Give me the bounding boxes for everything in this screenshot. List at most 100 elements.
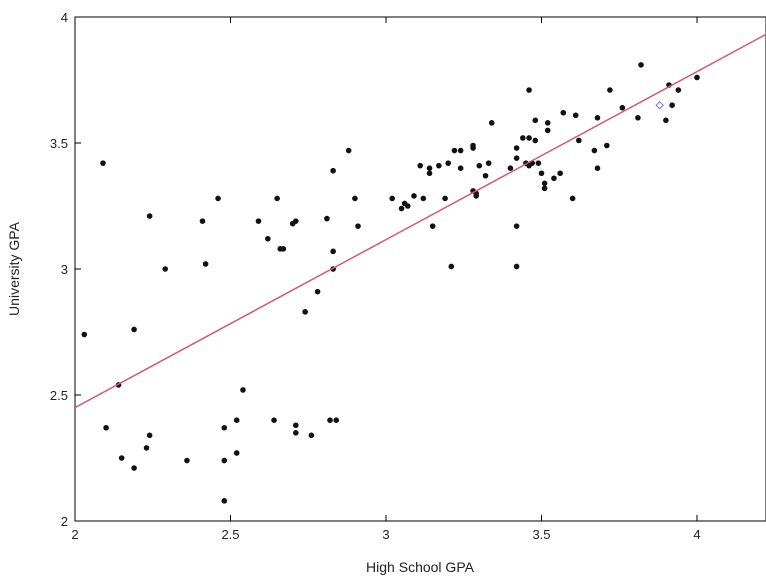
data-point: [663, 117, 669, 124]
data-point: [457, 165, 464, 171]
y-tick-label: 3.5: [50, 136, 68, 151]
data-point: [333, 417, 340, 424]
data-point: [669, 102, 675, 108]
data-point: [526, 87, 532, 93]
x-axis-label: High School GPA: [366, 559, 475, 575]
data-point: [202, 261, 209, 267]
data-point: [308, 432, 315, 439]
data-point: [131, 326, 137, 333]
data-point: [448, 263, 455, 270]
data-point: [513, 145, 520, 151]
data-point: [507, 165, 514, 171]
data-point: [544, 120, 551, 126]
y-tick-label: 3: [61, 262, 68, 277]
data-point: [560, 109, 567, 116]
data-point: [143, 445, 150, 451]
data-point: [162, 266, 168, 272]
data-point: [541, 180, 548, 187]
data-point: [240, 387, 246, 393]
data-point: [576, 137, 582, 144]
data-point: [532, 117, 539, 124]
data-point: [417, 162, 424, 169]
data-point: [327, 417, 333, 424]
data-point: [513, 263, 520, 270]
data-point: [619, 104, 626, 111]
data-point: [551, 175, 557, 182]
data-point: [411, 193, 417, 199]
regression-line-group: [74, 33, 766, 409]
data-point: [146, 213, 153, 219]
x-tick-label: 2.5: [221, 527, 239, 542]
y-axis-label: University GPA: [6, 221, 22, 316]
data-point: [420, 195, 427, 202]
data-point: [591, 147, 598, 154]
data-point: [345, 147, 352, 154]
data-point: [131, 465, 137, 471]
data-point: [694, 74, 700, 81]
data-point: [81, 331, 88, 338]
data-point: [398, 205, 405, 212]
data-point: [535, 160, 542, 166]
x-tick-label: 4: [693, 527, 700, 542]
data-point: [594, 115, 601, 121]
y-tick-label: 4: [61, 10, 68, 25]
data-point: [293, 422, 299, 429]
data-point: [451, 147, 458, 154]
data-point: [476, 162, 483, 169]
data-point: [436, 162, 442, 169]
data-point: [426, 165, 433, 171]
data-point: [569, 195, 576, 202]
data-point: [265, 235, 271, 242]
data-point: [485, 160, 492, 166]
y-tick-label: 2.5: [50, 388, 68, 403]
data-point: [520, 135, 526, 141]
x-tick-label: 2: [71, 527, 78, 542]
data-point: [488, 120, 495, 126]
data-point: [389, 195, 396, 202]
y-tick-label: 2: [61, 514, 68, 529]
data-point: [457, 147, 464, 154]
data-point: [314, 288, 321, 295]
data-point: [572, 112, 579, 119]
data-point: [215, 195, 221, 202]
data-point: [103, 424, 109, 431]
data-point: [470, 142, 476, 149]
data-point: [404, 203, 411, 209]
data-point: [221, 498, 228, 504]
data-point: [426, 170, 433, 177]
data-point: [330, 167, 336, 174]
data-point: [233, 417, 240, 424]
data-point: [544, 127, 551, 134]
data-point: [607, 87, 613, 93]
data-point: [199, 218, 206, 224]
data-point: [429, 223, 436, 229]
data-point: [513, 155, 520, 161]
data-point: [352, 195, 358, 202]
x-tick-label: 3: [382, 527, 389, 542]
data-point: [355, 223, 361, 229]
data-points: [81, 62, 700, 504]
data-point: [541, 185, 548, 192]
data-point: [146, 432, 153, 439]
data-point: [274, 195, 280, 202]
data-point: [100, 160, 106, 166]
regression-line: [74, 33, 766, 409]
data-point: [526, 135, 532, 141]
data-point: [482, 172, 489, 179]
x-tick-label: 3.5: [532, 527, 550, 542]
tick-labels: 2 2.5 3 3.5 4 2 2.5 3 3.5 4: [50, 10, 701, 542]
data-point: [221, 457, 228, 464]
data-point: [445, 160, 452, 166]
data-point: [442, 195, 448, 202]
data-point: [532, 137, 539, 144]
data-point: [675, 87, 682, 93]
data-point: [604, 142, 610, 149]
data-point: [233, 450, 240, 456]
data-point: [594, 165, 601, 171]
data-point: [302, 309, 308, 315]
data-point: [184, 457, 190, 464]
data-point: [330, 248, 336, 255]
data-point: [271, 417, 277, 424]
data-point: [280, 246, 287, 252]
